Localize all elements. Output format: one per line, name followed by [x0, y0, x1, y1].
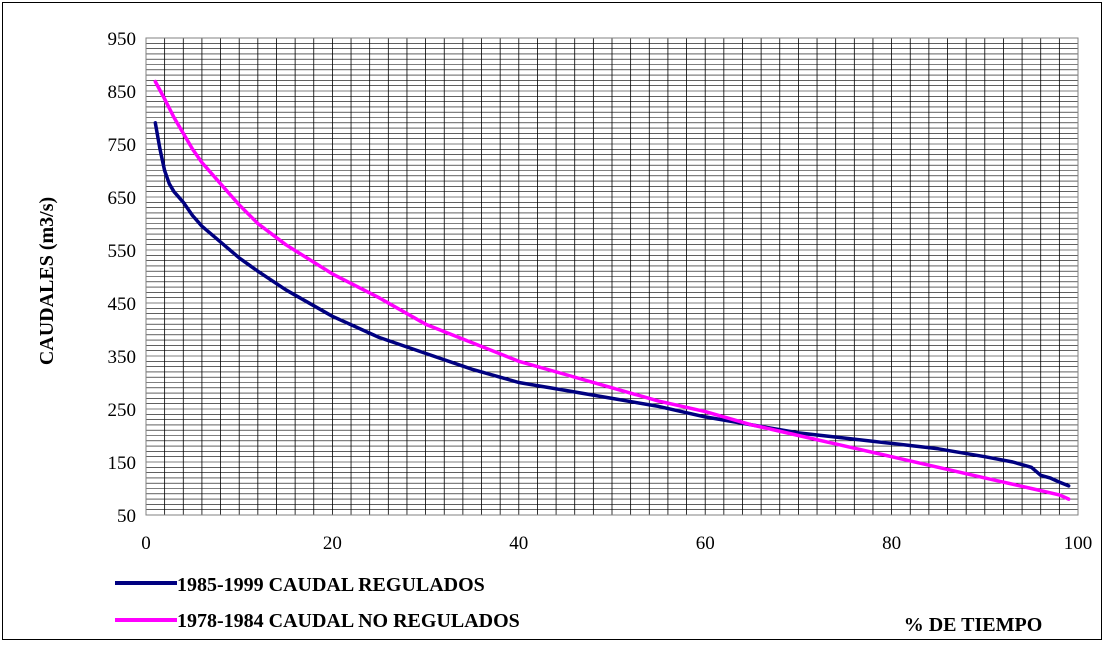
major-grid — [164, 38, 1060, 515]
y-tick-label: 50 — [117, 506, 136, 527]
y-axis-tick-labels: 50 150 250 350 450 550 650 750 850 950 — [108, 29, 137, 527]
x-tick-label: 80 — [882, 533, 901, 554]
y-tick-label: 550 — [108, 241, 137, 262]
x-axis-tick-labels: 0 20 40 60 80 100 — [141, 533, 1092, 554]
y-tick-label: 850 — [108, 82, 137, 103]
x-tick-label: 20 — [323, 533, 342, 554]
legend-label-regulados: 1985-1999 CAUDAL REGULADOS — [177, 574, 485, 596]
y-tick-label: 650 — [108, 188, 137, 209]
plot-area-border — [145, 37, 1079, 516]
x-tick-label: 100 — [1064, 533, 1093, 554]
y-tick-label: 150 — [108, 453, 137, 474]
chart-svg: 50 150 250 350 450 550 650 750 850 950 0 20 40 60 80 1… — [36, 29, 1092, 636]
x-tick-label: 40 — [509, 533, 528, 554]
y-axis-title: CAUDALES (m3/s) — [36, 197, 58, 365]
series-line-no-regulados — [153, 79, 1071, 501]
legend: 1985-1999 CAUDAL REGULADOS 1978-1984 CAU… — [115, 574, 520, 632]
y-tick-label: 450 — [108, 294, 137, 315]
y-tick-label: 950 — [108, 29, 137, 50]
legend-label-no-regulados: 1978-1984 CAUDAL NO REGULADOS — [177, 610, 520, 632]
series-layer — [153, 79, 1071, 501]
y-tick-label: 250 — [108, 400, 137, 421]
x-axis-title: % DE TIEMPO — [904, 614, 1043, 636]
y-tick-label: 750 — [108, 135, 137, 156]
x-tick-label: 60 — [696, 533, 715, 554]
x-tick-label: 0 — [141, 533, 151, 554]
series-line-regulados — [153, 121, 1071, 488]
y-tick-label: 350 — [108, 347, 137, 368]
